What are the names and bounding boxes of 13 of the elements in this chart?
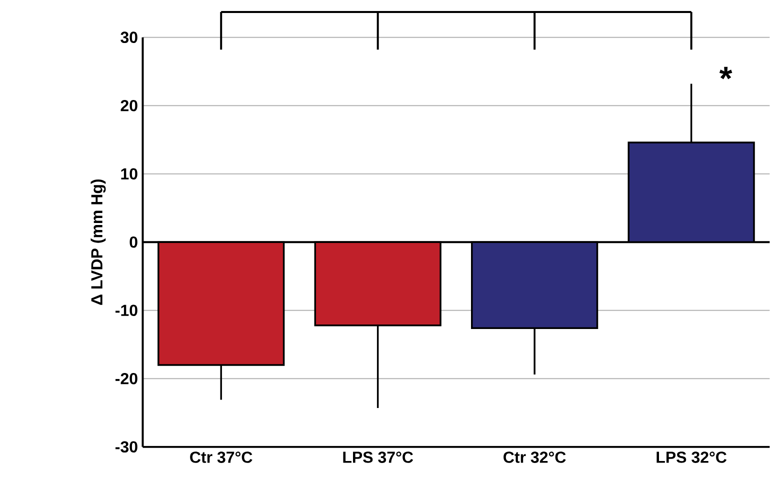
annotation: * xyxy=(719,67,732,80)
y-tick-label: 0 xyxy=(130,236,138,248)
y-tick-label: 30 xyxy=(120,32,138,44)
y-tick-label: -20 xyxy=(116,373,138,384)
x-tick-label: Ctr 32°C xyxy=(504,452,566,464)
y-axis-title: Δ LVDP (mm Hg) xyxy=(90,180,106,306)
x-tick-label: LPS 37°C xyxy=(343,452,414,464)
y-tick-label: -10 xyxy=(116,304,138,316)
y-tick-label: -30 xyxy=(116,441,138,453)
y-tick-label: 20 xyxy=(120,100,138,112)
x-tick-label: LPS 32°C xyxy=(656,452,727,464)
y-tick-label: 10 xyxy=(121,168,138,180)
x-tick-label: Ctr 37°C xyxy=(190,452,252,464)
